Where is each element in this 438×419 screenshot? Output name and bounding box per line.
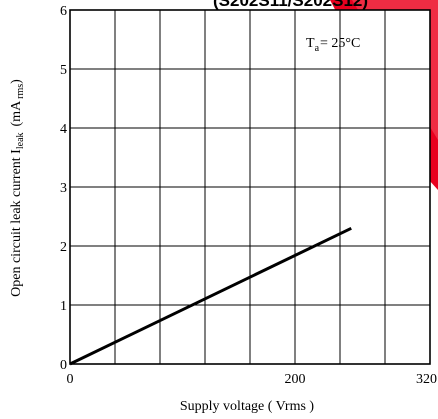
y-tick-label: 2: [60, 240, 67, 255]
x-tick-label: 200: [285, 372, 306, 387]
y-tick-label: 1: [60, 299, 67, 314]
annotation-rest: = 25°C: [320, 36, 360, 51]
plot-frame: [69, 9, 431, 365]
annotation-main: T: [306, 36, 315, 51]
y-tick-labels: 0 1 2 3 4 5 6: [60, 4, 67, 373]
series-layer: [69, 226, 352, 366]
x-tick-label: 320: [416, 372, 437, 387]
x-tick-label: 0: [67, 372, 74, 387]
y-axis-label: Open circuit leak current Ileak (mArms): [9, 79, 26, 297]
y-tick-label: 5: [60, 63, 67, 78]
y-tick-label: 4: [60, 122, 67, 137]
y-axis-label-unit: mA: [9, 100, 24, 122]
temperature-annotation: Ta= 25°C: [306, 36, 360, 54]
y-axis-label-main: Open circuit leak current I: [9, 149, 24, 297]
annotation-sub: a: [315, 43, 320, 54]
y-tick-label: 0: [60, 358, 67, 373]
series-line: [69, 226, 352, 366]
y-axis-label-close: ): [9, 79, 24, 84]
x-tick-labels: 0 200 320: [67, 372, 438, 387]
y-axis-label-open: (: [9, 121, 24, 126]
header-text: (S202S11/S202S12): [213, 0, 368, 10]
y-tick-label: 3: [60, 181, 67, 196]
x-axis-label: Supply voltage ( Vrms ): [180, 399, 315, 414]
y-axis-label-sub: leak: [15, 132, 26, 149]
y-tick-label: 6: [60, 4, 67, 19]
y-axis-label-unit-sub: rms: [15, 84, 26, 99]
